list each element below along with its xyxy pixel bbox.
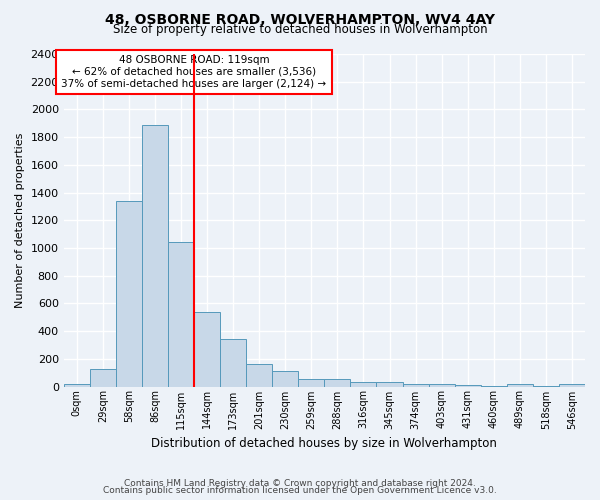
Bar <box>272 372 298 386</box>
Text: 48, OSBORNE ROAD, WOLVERHAMPTON, WV4 4AY: 48, OSBORNE ROAD, WOLVERHAMPTON, WV4 4AY <box>105 12 495 26</box>
Bar <box>116 201 142 386</box>
Bar <box>168 242 194 386</box>
Bar <box>455 385 481 386</box>
Y-axis label: Number of detached properties: Number of detached properties <box>15 132 25 308</box>
Bar <box>246 364 272 386</box>
Bar <box>350 382 376 386</box>
Text: Contains HM Land Registry data © Crown copyright and database right 2024.: Contains HM Land Registry data © Crown c… <box>124 478 476 488</box>
Bar <box>376 382 403 386</box>
Text: Contains public sector information licensed under the Open Government Licence v3: Contains public sector information licen… <box>103 486 497 495</box>
Bar <box>194 312 220 386</box>
Bar <box>298 379 325 386</box>
Bar <box>325 379 350 386</box>
Bar <box>559 384 585 386</box>
Bar <box>90 368 116 386</box>
Bar <box>64 384 90 386</box>
Bar <box>142 124 168 386</box>
Text: 48 OSBORNE ROAD: 119sqm
← 62% of detached houses are smaller (3,536)
37% of semi: 48 OSBORNE ROAD: 119sqm ← 62% of detache… <box>61 56 326 88</box>
Bar <box>403 384 428 386</box>
Bar <box>220 340 246 386</box>
X-axis label: Distribution of detached houses by size in Wolverhampton: Distribution of detached houses by size … <box>151 437 497 450</box>
Bar <box>507 384 533 386</box>
Bar <box>428 384 455 386</box>
Text: Size of property relative to detached houses in Wolverhampton: Size of property relative to detached ho… <box>113 22 487 36</box>
